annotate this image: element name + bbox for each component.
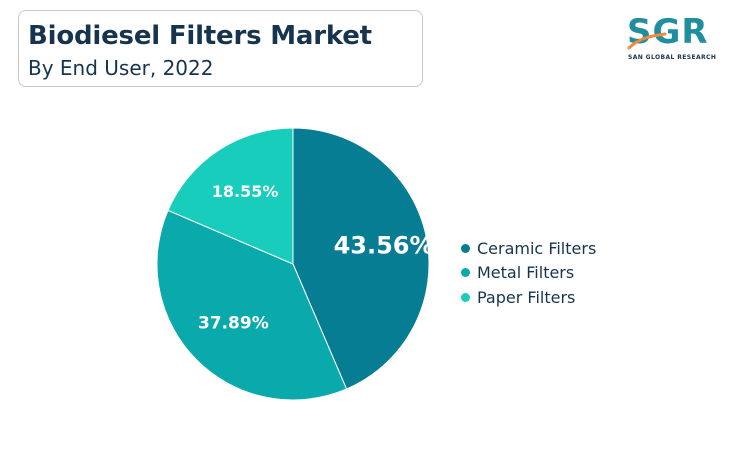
legend-swatch: [461, 292, 470, 302]
logo-tagline: SAN GLOBAL RESEARCH: [628, 54, 717, 61]
legend-swatch: [461, 243, 470, 253]
data-label-ceramic: 43.56%: [334, 231, 434, 259]
pie-slice-metal: [156, 209, 348, 401]
chart-subtitle: By End User, 2022: [28, 56, 214, 80]
legend-swatch: [461, 268, 470, 278]
pie-slices: [156, 127, 430, 401]
chart-legend: Ceramic Filters Metal Filters Paper Filt…: [461, 236, 596, 310]
logo-swoosh-icon: [627, 32, 667, 50]
sgr-logo: SGR SAN GLOBAL RESEARCH: [625, 12, 725, 64]
legend-label: Ceramic Filters: [477, 238, 597, 258]
legend-item-paper: Paper Filters: [461, 285, 596, 310]
pie-data-labels: 43.56% 37.89% 18.55%: [198, 182, 434, 334]
logo-wordmark: SGR: [627, 12, 709, 52]
pie-slice-paper: [167, 127, 294, 265]
legend-item-ceramic: Ceramic Filters: [461, 236, 596, 261]
legend-label: Metal Filters: [477, 263, 575, 283]
legend-label: Paper Filters: [477, 287, 576, 307]
pie-slice-ceramic: [292, 127, 430, 390]
data-label-metal: 37.89%: [198, 314, 269, 334]
title-box: Biodiesel Filters Market By End User, 20…: [18, 10, 423, 87]
data-label-paper: 18.55%: [212, 182, 279, 201]
chart-title: Biodiesel Filters Market: [28, 21, 372, 51]
legend-item-metal: Metal Filters: [461, 261, 596, 286]
